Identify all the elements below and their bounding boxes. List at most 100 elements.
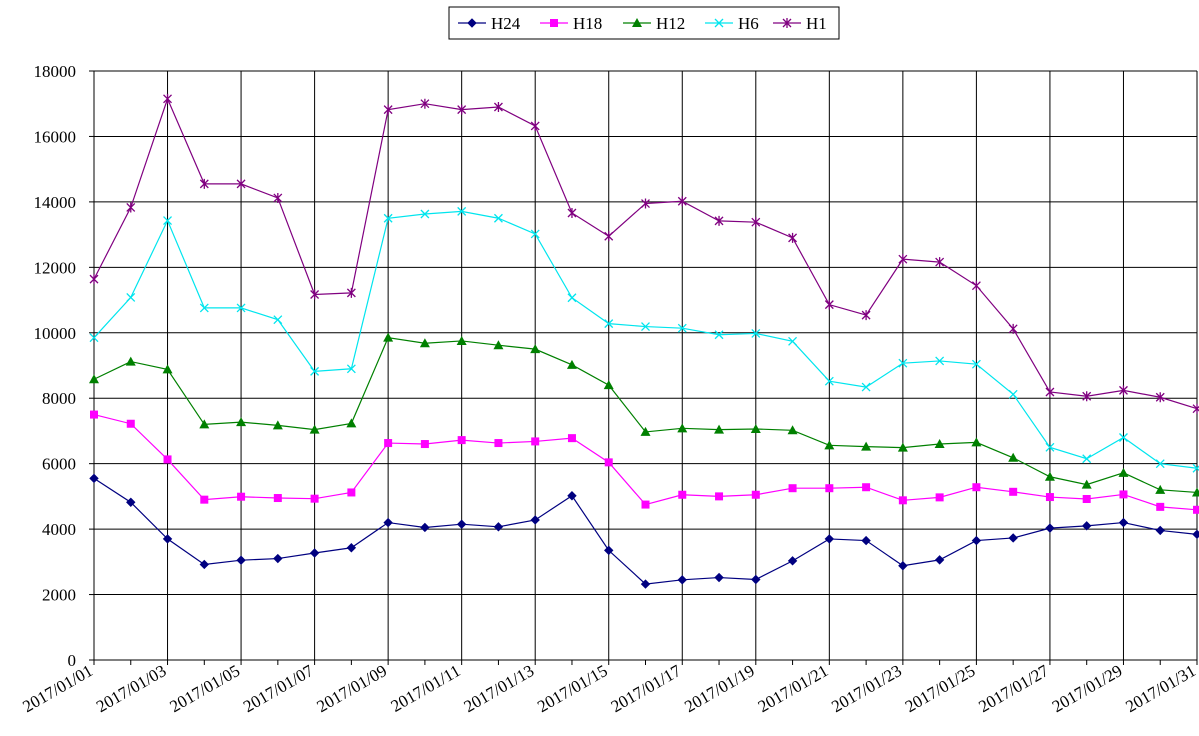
- y-tick-label: 16000: [34, 127, 77, 146]
- data-point: [714, 424, 725, 434]
- data-point: [273, 494, 282, 503]
- data-point: [677, 196, 687, 207]
- data-point: [457, 206, 467, 216]
- data-point: [493, 213, 503, 223]
- data-point: [788, 336, 798, 346]
- data-point: [237, 492, 246, 501]
- data-point: [1045, 442, 1055, 452]
- legend-item-h6: H6: [705, 14, 759, 33]
- data-point: [383, 104, 393, 115]
- y-tick-label: 2000: [42, 586, 76, 605]
- data-point: [420, 440, 429, 449]
- y-tick-label: 8000: [42, 389, 76, 408]
- y-axis-ticks: 0 2000 4000 6000 8000 10000 12000 14000 16000 180…: [34, 62, 94, 670]
- data-point: [677, 575, 687, 585]
- data-point: [1008, 533, 1018, 543]
- data-point: [1155, 525, 1165, 536]
- data-point: [530, 120, 540, 131]
- legend-marker: [550, 19, 558, 27]
- data-point: [787, 556, 798, 566]
- data-point: [346, 287, 356, 298]
- data-point: [530, 344, 541, 354]
- data-point: [200, 495, 209, 504]
- data-point: [1192, 463, 1199, 473]
- x-tick-label: 2017/01/15: [534, 661, 611, 716]
- legend-marker: [467, 18, 477, 28]
- y-tick-label: 4000: [42, 520, 76, 539]
- data-point: [861, 535, 871, 546]
- data-point: [824, 376, 834, 386]
- data-point: [1045, 387, 1055, 398]
- data-point: [714, 330, 724, 340]
- data-point: [1081, 479, 1092, 489]
- data-point: [346, 364, 356, 374]
- data-point: [640, 579, 651, 589]
- data-point: [641, 500, 650, 509]
- data-point: [163, 216, 172, 226]
- data-point: [567, 491, 577, 501]
- data-point: [861, 382, 871, 392]
- data-point: [861, 310, 871, 321]
- data-point: [1192, 529, 1199, 540]
- x-tick-label: 2017/01/11: [388, 661, 464, 716]
- data-point: [273, 192, 283, 203]
- data-point: [90, 410, 98, 419]
- data-point: [1119, 433, 1128, 442]
- data-point: [1118, 517, 1129, 528]
- y-tick-label: 18000: [34, 62, 77, 81]
- data-point: [566, 359, 577, 369]
- data-point: [641, 322, 650, 332]
- series-group: [89, 93, 1199, 589]
- data-point: [751, 574, 761, 585]
- data-point: [1082, 495, 1091, 504]
- legend-label: H24: [491, 14, 521, 33]
- data-point: [604, 231, 614, 242]
- data-point: [420, 522, 430, 533]
- data-point: [1081, 521, 1092, 531]
- data-point: [1045, 493, 1054, 502]
- series-h24: [89, 473, 1199, 589]
- data-point: [935, 356, 945, 366]
- data-point: [972, 483, 981, 492]
- data-point: [126, 292, 136, 302]
- data-point: [677, 423, 688, 433]
- data-point: [824, 299, 834, 310]
- data-point: [346, 418, 357, 428]
- data-point: [346, 543, 357, 553]
- data-point: [567, 434, 576, 443]
- data-point: [163, 93, 172, 104]
- x-tick-label: 2017/01/03: [93, 661, 170, 716]
- data-point: [1192, 403, 1199, 414]
- axes: [93, 71, 1198, 661]
- data-point: [1155, 484, 1166, 494]
- series-line-h1: [93, 97, 1198, 410]
- data-point: [419, 338, 430, 348]
- x-tick-label: 2017/01/17: [608, 661, 685, 716]
- legend-label: H1: [806, 14, 827, 33]
- data-point: [714, 572, 724, 583]
- data-point: [199, 178, 209, 189]
- data-point: [567, 208, 577, 219]
- data-point: [310, 366, 320, 376]
- y-tick-label: 10000: [34, 324, 77, 343]
- data-point: [1156, 502, 1165, 511]
- data-point: [935, 493, 944, 502]
- data-point: [125, 356, 136, 366]
- data-point: [236, 555, 246, 565]
- data-point: [236, 303, 246, 313]
- data-point: [971, 359, 981, 369]
- y-tick-label: 12000: [34, 258, 77, 277]
- data-point: [1044, 471, 1055, 481]
- x-tick-label: 2017/01/23: [828, 661, 905, 716]
- data-point: [89, 333, 99, 343]
- data-point: [715, 492, 724, 501]
- data-point: [1155, 459, 1165, 469]
- x-tick-label: 2017/01/27: [975, 661, 1052, 716]
- x-tick-label: 2017/01/25: [902, 661, 979, 716]
- data-point: [494, 439, 503, 448]
- x-tick-label: 2017/01/13: [461, 661, 538, 716]
- data-point: [934, 439, 945, 449]
- data-point: [1008, 452, 1019, 462]
- data-point: [456, 519, 467, 529]
